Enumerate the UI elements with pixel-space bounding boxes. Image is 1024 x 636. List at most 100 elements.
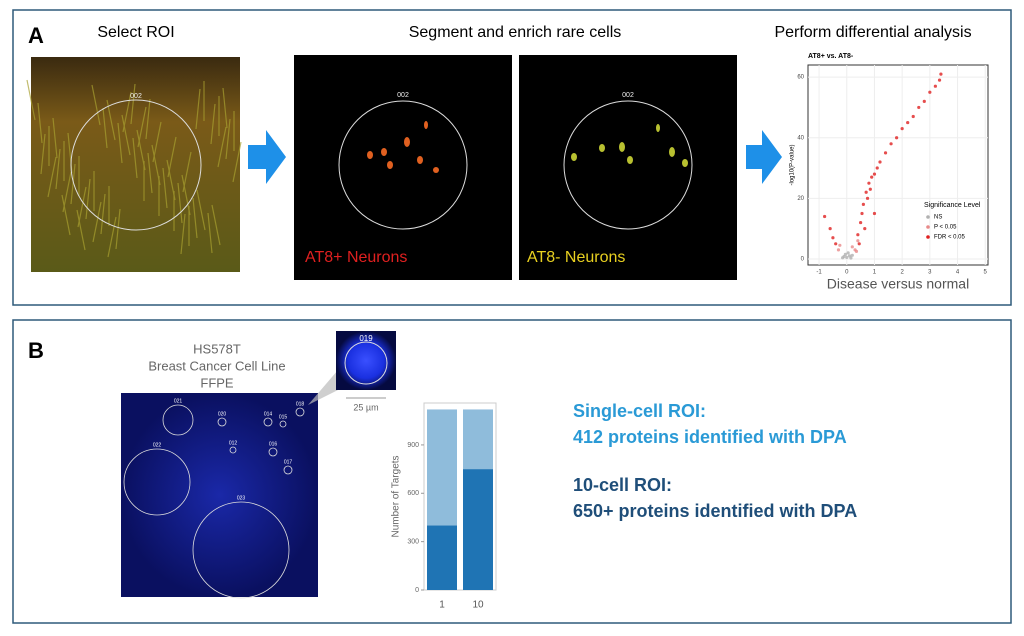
cells (571, 124, 688, 167)
fiber (107, 216, 117, 258)
data-point (850, 245, 854, 249)
data-point (860, 211, 864, 216)
fiber (195, 88, 201, 130)
fiber (52, 117, 58, 159)
scale-label: 25 µm (353, 402, 378, 412)
roi-circle (123, 448, 191, 516)
y-tick-label: 20 (797, 196, 804, 202)
fiber (92, 201, 102, 243)
y-tick-label: 900 (407, 442, 419, 449)
roi-id: 002 (622, 92, 634, 99)
x-tick-label: 1 (873, 270, 877, 276)
roi-circle (268, 447, 278, 457)
fiber (70, 163, 76, 205)
data-point (867, 181, 871, 185)
legend-label: NS (934, 215, 942, 221)
step-title: Segment and enrich rare cells (409, 24, 622, 41)
fiber (217, 126, 227, 168)
data-point (906, 120, 910, 125)
data-point (857, 242, 861, 246)
fiber (130, 83, 136, 125)
roi-circle (344, 341, 388, 385)
roi-label: 012 (229, 440, 238, 446)
data-point (845, 255, 849, 260)
data-point (917, 105, 921, 110)
data-point (937, 78, 942, 82)
fiber (232, 141, 242, 183)
roi-id: 002 (397, 92, 409, 99)
data-point (849, 256, 853, 260)
fiber (61, 194, 71, 236)
bar-segment (463, 469, 493, 590)
findings: Single-cell ROI: 412 proteins identified … (573, 401, 857, 521)
fiber (196, 189, 206, 231)
fiber (117, 122, 123, 164)
bar-segment (463, 409, 493, 470)
roi-circle (338, 100, 468, 230)
data-point (863, 227, 867, 231)
x-tick-label: 0 (845, 270, 849, 276)
bar-chart: 0 300 600 900 Number of Targets 1 10 (391, 402, 497, 611)
data-point (859, 220, 863, 225)
roi-circle (283, 465, 293, 475)
roi-group: 021 022 023 020 018 012 016 014 015 017 (123, 398, 305, 599)
y-tick-label: 300 (407, 538, 419, 545)
roi-label: 015 (279, 414, 288, 420)
bar-segment (427, 409, 457, 526)
roi-label: 021 (174, 398, 183, 404)
fiber (180, 213, 186, 255)
fiber (211, 204, 221, 246)
data-point (841, 256, 845, 260)
inset-image (336, 331, 396, 390)
data-point (911, 114, 915, 119)
segment-image (519, 55, 737, 280)
fiber (26, 79, 36, 121)
data-point (878, 160, 882, 164)
y-axis-label: -log10(P-value) (790, 144, 796, 185)
data-point (872, 211, 877, 216)
finding-text: 412 proteins identified with DPA (573, 427, 847, 447)
panel-b-frame (12, 319, 1012, 624)
data-point (864, 190, 868, 194)
sample-text: HS578T (193, 341, 241, 356)
fiber (132, 137, 138, 179)
fiber (102, 107, 108, 149)
roi-label: 018 (296, 401, 305, 407)
data-point (928, 90, 932, 94)
x-tick-label: 1 (439, 600, 445, 611)
zoom-wedge (308, 370, 342, 405)
data-point (895, 136, 899, 140)
data-point (828, 227, 832, 231)
x-tick-label: 5 (984, 270, 988, 276)
fiber (207, 212, 213, 254)
y-tick-label: 0 (801, 257, 805, 263)
roi-circle (279, 420, 287, 428)
arrow (248, 130, 286, 184)
data-point (856, 239, 860, 243)
data-point (922, 99, 926, 103)
fiber (162, 167, 168, 209)
roi-label: 014 (264, 411, 273, 417)
data-point (933, 84, 937, 88)
legend-swatch (926, 225, 930, 229)
data-point (823, 214, 827, 219)
data-point (900, 127, 904, 131)
data-point (850, 253, 854, 257)
inset-label: 019 (359, 334, 373, 343)
bar-segment (427, 525, 457, 590)
data-point (836, 248, 841, 252)
fiber (225, 118, 231, 160)
finding-heading: Single-cell ROI: (573, 401, 706, 421)
legend-title: Significance Level (924, 202, 981, 209)
roi-circle (295, 407, 305, 417)
cells (367, 121, 439, 173)
legend-label: FDR < 0.05 (934, 235, 966, 241)
data-point (834, 242, 838, 246)
roi-circle (217, 417, 227, 427)
roi-circle (229, 446, 237, 454)
panel-a-frame (12, 9, 1012, 306)
data-point (854, 249, 859, 253)
step-title: Perform differential analysis (774, 24, 971, 41)
fiber (85, 178, 91, 220)
data-point (875, 166, 879, 170)
